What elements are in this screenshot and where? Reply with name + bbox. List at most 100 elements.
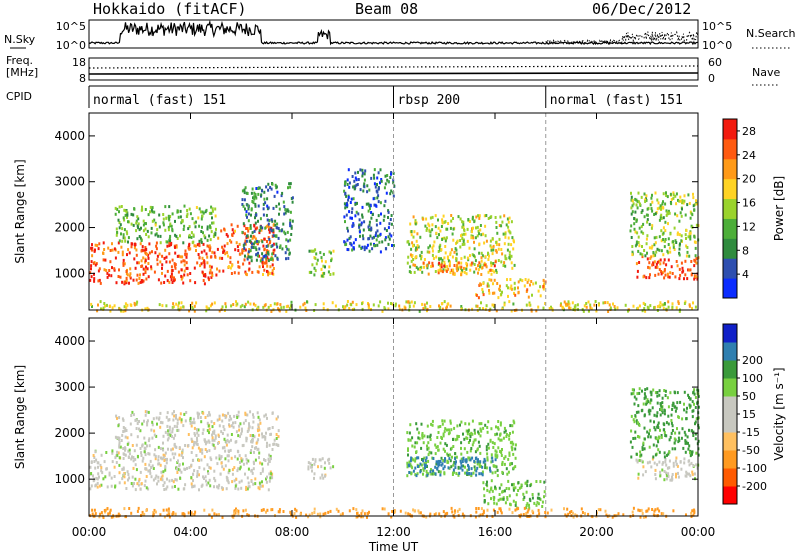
range-cell xyxy=(653,236,656,240)
range-cell xyxy=(171,427,174,431)
range-cell xyxy=(110,515,113,519)
range-cell xyxy=(502,264,505,267)
range-cell xyxy=(176,254,179,258)
range-cell xyxy=(154,251,157,255)
range-cell xyxy=(199,264,202,268)
range-cell xyxy=(460,441,463,445)
range-cell xyxy=(289,304,292,308)
range-cell xyxy=(511,440,514,444)
range-cell xyxy=(693,277,696,281)
range-cell xyxy=(457,473,460,477)
range-cell xyxy=(441,218,444,222)
range-cell xyxy=(420,254,423,258)
x-tick-label: 12:00 xyxy=(376,525,411,539)
range-cell xyxy=(344,182,346,186)
range-cell xyxy=(653,260,656,264)
range-cell xyxy=(165,415,168,419)
range-cell xyxy=(250,191,253,195)
range-cell xyxy=(233,479,236,483)
range-cell xyxy=(473,247,476,251)
range-cell xyxy=(658,509,661,513)
range-cell xyxy=(125,270,128,273)
range-cell xyxy=(159,425,162,429)
range-cell xyxy=(251,471,254,475)
range-cell xyxy=(667,209,670,213)
range-cell xyxy=(186,214,189,218)
range-cell xyxy=(170,265,173,269)
range-cell xyxy=(121,253,124,257)
range-cell xyxy=(695,199,697,203)
range-cell xyxy=(135,219,138,223)
freq-tick-bottom: 8 xyxy=(79,72,86,85)
range-cell xyxy=(257,438,260,442)
range-cell xyxy=(183,224,186,228)
range-cell xyxy=(668,246,671,250)
range-cell xyxy=(158,252,161,256)
range-cell xyxy=(144,227,147,231)
range-cell xyxy=(266,475,268,479)
range-cell xyxy=(196,474,199,478)
range-cell xyxy=(235,477,238,481)
range-cell xyxy=(174,251,177,255)
range-cell xyxy=(453,470,456,474)
range-cell xyxy=(514,293,517,297)
range-cell xyxy=(637,191,640,195)
range-cell xyxy=(200,484,203,488)
range-cell xyxy=(276,245,279,249)
range-cell xyxy=(256,239,258,243)
range-cell xyxy=(202,211,205,215)
range-cell xyxy=(144,208,147,211)
range-cell xyxy=(213,446,216,450)
range-cell xyxy=(150,428,153,432)
range-cell xyxy=(304,306,307,310)
range-cell xyxy=(443,264,446,268)
range-cell xyxy=(186,273,189,277)
range-cell xyxy=(569,306,572,310)
range-cell xyxy=(537,492,540,496)
range-cell xyxy=(689,451,691,455)
range-cell xyxy=(264,437,267,441)
range-cell xyxy=(161,304,164,308)
range-cell xyxy=(207,470,209,474)
range-cell xyxy=(97,269,100,273)
range-cell xyxy=(271,271,274,275)
range-cell xyxy=(118,210,120,214)
range-cell xyxy=(429,512,432,516)
range-cell xyxy=(454,466,457,470)
range-cell xyxy=(658,235,661,239)
range-cell xyxy=(225,475,228,479)
range-cell xyxy=(427,222,430,226)
range-cell xyxy=(630,206,633,210)
range-cell xyxy=(469,449,472,453)
range-cell xyxy=(509,424,512,428)
range-cell xyxy=(164,430,167,434)
range-cell xyxy=(228,469,231,473)
range-cell xyxy=(429,438,432,441)
range-cell xyxy=(690,272,693,276)
range-cell xyxy=(175,302,178,306)
range-cell xyxy=(392,181,395,185)
range-cell xyxy=(143,446,146,450)
range-cell xyxy=(243,224,246,228)
range-cell xyxy=(461,243,464,246)
range-cell xyxy=(367,202,370,206)
range-cell xyxy=(437,271,440,275)
range-cell xyxy=(127,248,130,252)
range-cell xyxy=(153,210,156,214)
range-cell xyxy=(126,253,128,257)
range-cell xyxy=(200,262,203,266)
range-cell xyxy=(122,473,125,477)
range-cell xyxy=(646,387,649,391)
range-cell xyxy=(206,449,208,453)
range-cell xyxy=(406,465,409,469)
range-cell xyxy=(678,309,681,313)
range-cell xyxy=(425,264,428,268)
range-cell xyxy=(189,279,192,283)
range-cell xyxy=(166,438,169,442)
range-cell xyxy=(460,257,463,261)
range-cell xyxy=(640,453,643,457)
range-cell xyxy=(656,260,659,264)
range-cell xyxy=(167,225,170,229)
range-cell xyxy=(509,463,512,467)
